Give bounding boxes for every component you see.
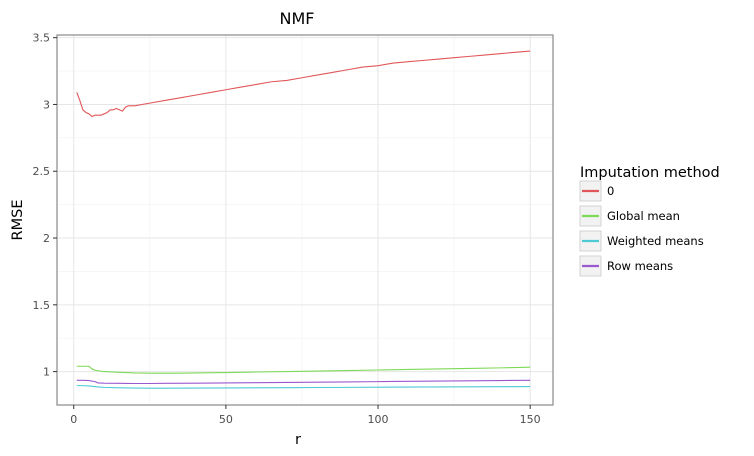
legend: Imputation method 0 Global mean Weighted m…	[579, 165, 720, 277]
legend-item: Weighted means	[579, 230, 704, 252]
x-axis: 0 50 100 150	[70, 405, 541, 426]
legend-item: Row means	[579, 255, 673, 277]
y-tick-label: 1.5	[33, 299, 51, 312]
legend-label: Weighted means	[607, 234, 704, 248]
plot-panel	[57, 35, 553, 405]
y-tick-label: 2.5	[33, 165, 51, 178]
x-tick-label: 150	[520, 413, 541, 426]
legend-item: Global mean	[579, 205, 680, 227]
legend-label: Row means	[607, 259, 673, 273]
x-axis-title: r	[295, 432, 301, 448]
series-line-0	[76, 50, 531, 118]
y-axis-title: RMSE	[10, 200, 26, 241]
legend-items: 0 Global mean Weighted means Row means	[579, 180, 704, 277]
x-tick-label: 50	[219, 413, 233, 426]
y-tick-label: 3	[43, 98, 50, 111]
legend-label: 0	[607, 184, 614, 198]
plot-border	[56, 34, 554, 406]
legend-item: 0	[579, 180, 614, 202]
legend-label: Global mean	[607, 209, 680, 223]
x-tick-label: 100	[368, 413, 389, 426]
y-tick-label: 2	[43, 232, 50, 245]
legend-title: Imputation method	[580, 165, 720, 181]
series-line-2	[76, 385, 531, 389]
chart-title: NMF	[280, 9, 315, 28]
series-line-3	[76, 379, 531, 385]
series-lines	[76, 50, 531, 389]
y-tick-label: 3.5	[33, 32, 51, 45]
y-axis: 1 1.5 2 2.5 3 3.5	[33, 32, 57, 379]
x-tick-label: 0	[70, 413, 77, 426]
y-tick-label: 1	[43, 366, 50, 379]
series-line-1	[76, 365, 531, 374]
